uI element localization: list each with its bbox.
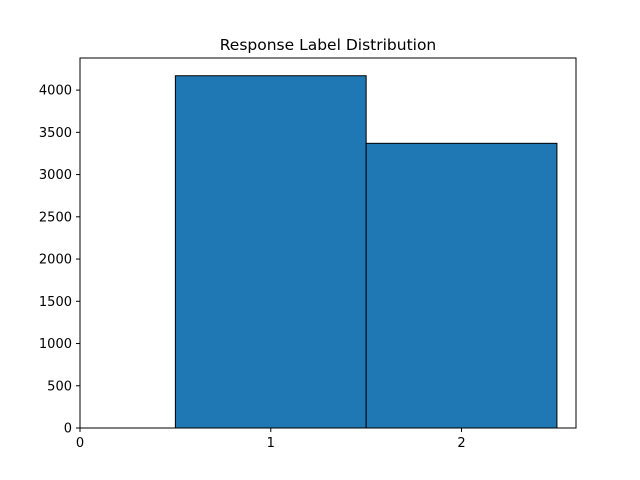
- plot-area-frame: [79, 57, 577, 429]
- y-tick-label: 2500: [39, 210, 72, 225]
- y-tick-label: 2000: [39, 253, 72, 268]
- chart-title: Response Label Distribution: [220, 36, 437, 54]
- bar-1: [174, 75, 367, 429]
- y-tick-label: 3500: [39, 126, 72, 141]
- x-axis-ticks: 0 1 2: [76, 428, 466, 451]
- y-tick-label: 1500: [39, 295, 72, 310]
- y-axis-ticks: 0 500 1000 1500 2000 2500 3000 3500 4000: [39, 84, 80, 437]
- x-tick-label: 0: [76, 436, 84, 451]
- y-tick-label: 1000: [39, 337, 72, 352]
- y-tick-label: 0: [64, 422, 72, 437]
- x-tick-label: 2: [457, 436, 465, 451]
- bars-layer: [174, 75, 558, 429]
- bar-2: [365, 142, 558, 429]
- y-tick-label: 500: [47, 379, 72, 394]
- y-tick-label: 4000: [39, 84, 72, 99]
- y-tick-label: 3000: [39, 168, 72, 183]
- x-tick-label: 1: [267, 436, 275, 451]
